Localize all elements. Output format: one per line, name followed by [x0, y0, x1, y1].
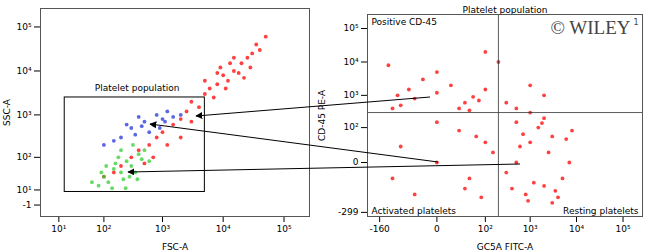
svg-text:10³: 10³: [16, 110, 31, 120]
svg-text:10⁴: 10⁴: [343, 57, 358, 67]
svg-text:10³: 10³: [523, 224, 538, 234]
svg-text:Platelet population: Platelet population: [95, 83, 180, 93]
svg-text:Resting platelets: Resting platelets: [563, 206, 639, 216]
svg-text:Platelet population: Platelet population: [463, 5, 548, 15]
svg-text:10²: 10²: [96, 224, 111, 234]
svg-text:10⁴: 10⁴: [16, 66, 31, 76]
svg-text:10⁵: 10⁵: [16, 22, 31, 32]
svg-text:CD-45 PE-A: CD-45 PE-A: [317, 89, 327, 141]
svg-text:10²: 10²: [16, 152, 31, 162]
svg-text:© WILEY: © WILEY: [550, 17, 630, 38]
svg-text:10⁵: 10⁵: [276, 224, 291, 234]
svg-text:10³: 10³: [343, 90, 358, 100]
svg-text:10⁵: 10⁵: [343, 23, 358, 33]
svg-text:10³: 10³: [155, 224, 170, 234]
svg-text:10⁵: 10⁵: [615, 224, 630, 234]
svg-text:-1: -1: [23, 200, 32, 210]
svg-text:10¹: 10¹: [16, 185, 31, 195]
svg-text:1: 1: [633, 18, 638, 27]
svg-text:10²: 10²: [478, 224, 493, 234]
svg-text:10⁴: 10⁴: [569, 224, 584, 234]
svg-text:Activated platelets: Activated platelets: [372, 206, 457, 216]
svg-text:10²: 10²: [343, 122, 358, 132]
svg-text:10¹: 10¹: [51, 224, 66, 234]
svg-text:Positive CD-45: Positive CD-45: [372, 17, 437, 27]
svg-text:GC5A FITC-A: GC5A FITC-A: [477, 242, 534, 252]
svg-text:FSC-A: FSC-A: [162, 242, 189, 252]
svg-text:0: 0: [353, 157, 359, 167]
svg-text:-160: -160: [369, 224, 390, 234]
svg-text:0: 0: [434, 224, 440, 234]
svg-text:10⁴: 10⁴: [216, 224, 231, 234]
svg-text:-299: -299: [338, 207, 359, 217]
svg-text:SSC-A: SSC-A: [2, 98, 12, 126]
